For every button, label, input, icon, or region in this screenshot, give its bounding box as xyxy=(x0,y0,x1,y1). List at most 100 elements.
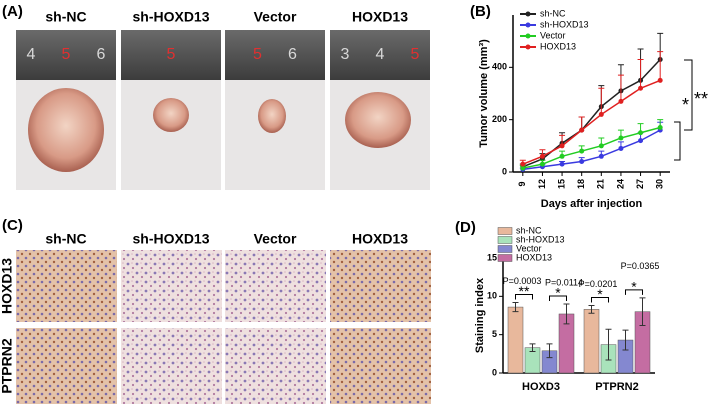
error-bar xyxy=(598,87,605,115)
point xyxy=(539,153,545,159)
y-tick-label: 200 xyxy=(492,114,507,124)
significance: * xyxy=(682,95,689,115)
x-tick-label: 15 xyxy=(556,179,566,189)
legend-label: sh-HOXD13 xyxy=(540,19,589,29)
y-tick-label: 0 xyxy=(502,166,507,176)
error-bar xyxy=(588,305,595,314)
column-label: sh-HOXD13 xyxy=(132,9,209,25)
x-tick-label: PTPRN2 xyxy=(595,381,638,393)
series-line xyxy=(522,126,661,169)
y-axis-label: Tumor volume (mm³) xyxy=(478,39,490,148)
series-line xyxy=(522,129,661,171)
legend-swatch xyxy=(497,254,513,262)
bar xyxy=(583,309,600,374)
bracket xyxy=(674,121,681,161)
point xyxy=(539,161,545,167)
ruler-number: 4 xyxy=(376,46,385,63)
y-tick-label: 0 xyxy=(492,367,497,377)
column-label: Vector xyxy=(254,231,297,247)
point xyxy=(657,77,663,83)
ruler-number: 6 xyxy=(97,46,106,63)
x-axis-label: Days after injection xyxy=(541,198,643,210)
error-bar xyxy=(605,328,612,361)
histology-images xyxy=(16,250,431,404)
point xyxy=(598,153,604,159)
ruler-number: 6 xyxy=(288,46,297,63)
x-tick-label: 24 xyxy=(615,179,625,189)
bracket xyxy=(591,297,609,303)
y-tick-label: 5 xyxy=(492,329,497,339)
panel-label: (D) xyxy=(455,219,476,236)
panel-label: (B) xyxy=(470,3,491,20)
point xyxy=(520,161,526,167)
legend-label: HOXD13 xyxy=(540,41,576,51)
p-value: P=0.0114 xyxy=(545,277,583,287)
significance: * xyxy=(555,285,561,301)
error-bar xyxy=(637,58,644,89)
legend-marker xyxy=(525,11,531,17)
point xyxy=(559,161,565,167)
ruler-number: 5 xyxy=(253,46,262,63)
legend-swatch xyxy=(497,236,513,244)
x-tick-label: 30 xyxy=(655,179,665,189)
error-bar xyxy=(529,343,536,353)
column-label: sh-NC xyxy=(45,9,86,25)
legend-label: HOXD13 xyxy=(516,252,552,262)
significance: ** xyxy=(519,283,530,299)
error-bar xyxy=(563,303,570,325)
x-tick-label: HOXD3 xyxy=(522,381,560,393)
bracket xyxy=(515,293,533,300)
series-line xyxy=(522,79,661,165)
legend-label: sh-NC xyxy=(516,225,542,235)
row-label: HOXD13 xyxy=(0,258,15,314)
error-bar xyxy=(617,74,624,102)
x-tick-label: 18 xyxy=(576,179,586,189)
point xyxy=(559,143,565,149)
legend-label: Vector xyxy=(540,30,566,40)
row-label: PTPRN2 xyxy=(0,338,15,393)
x-tick-label: 21 xyxy=(596,179,606,189)
photo xyxy=(330,30,430,190)
column-label: sh-HOXD13 xyxy=(132,231,209,247)
point xyxy=(638,130,644,136)
photo xyxy=(225,30,325,190)
point xyxy=(618,135,624,141)
y-tick-label: 15 xyxy=(487,252,497,262)
point xyxy=(579,127,585,133)
x-tick-label: 12 xyxy=(537,179,547,189)
legend-marker xyxy=(525,33,531,39)
ruler-number: 5 xyxy=(411,46,420,63)
bracket xyxy=(684,59,693,131)
significance: ** xyxy=(694,89,708,109)
error-bar xyxy=(512,301,519,313)
point xyxy=(579,148,585,154)
column-label: HOXD13 xyxy=(352,9,408,25)
ruler-number: 4 xyxy=(27,46,36,63)
point xyxy=(520,165,526,171)
point xyxy=(657,125,663,131)
series-line xyxy=(522,58,661,168)
ruler-number: 3 xyxy=(341,46,350,63)
panel-label: (C) xyxy=(2,217,23,234)
error-bar xyxy=(657,51,664,81)
point xyxy=(618,98,624,104)
error-bar xyxy=(546,343,553,359)
legend-swatch xyxy=(497,227,513,235)
bar xyxy=(507,306,524,374)
significance: * xyxy=(631,279,637,295)
tumor-photos xyxy=(16,30,430,190)
ruler-number: 5 xyxy=(62,46,71,63)
point xyxy=(579,159,585,165)
legend-swatch xyxy=(497,245,513,253)
p-value: P=0.0201 xyxy=(579,279,618,289)
bracket xyxy=(625,289,643,295)
significance: * xyxy=(597,286,603,302)
legend-marker xyxy=(525,22,531,28)
photo xyxy=(121,30,221,190)
legend-label: Vector xyxy=(516,243,542,253)
point xyxy=(638,85,644,91)
panel-label: (A) xyxy=(2,3,23,20)
y-axis-label: Staining index xyxy=(474,277,486,353)
x-tick-label: 9 xyxy=(517,181,527,186)
